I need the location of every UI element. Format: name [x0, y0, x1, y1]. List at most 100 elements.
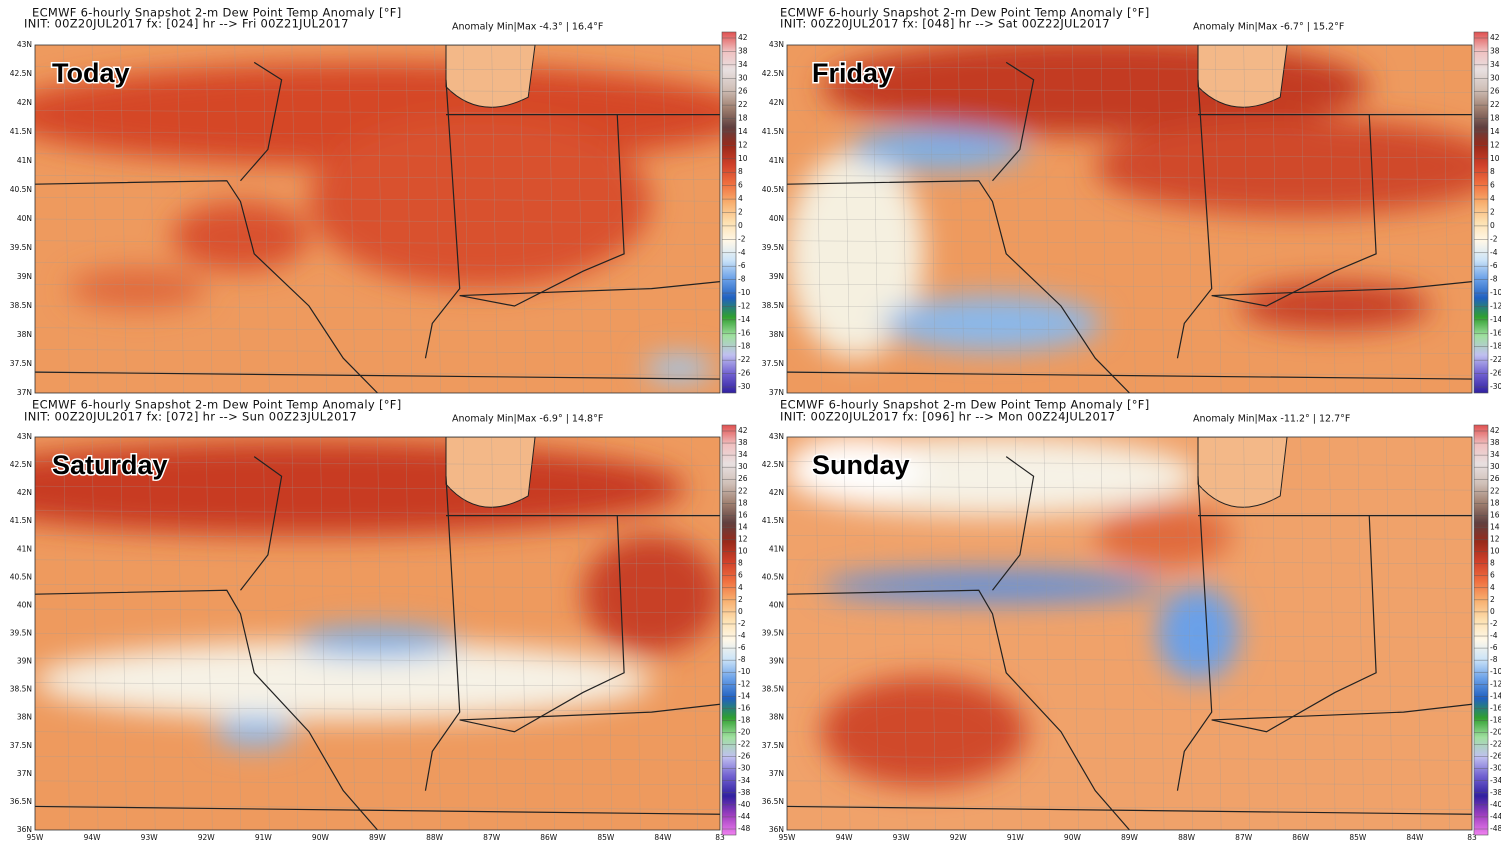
map-frame [786, 44, 1473, 394]
colorbar-label: 42 [738, 33, 748, 42]
map-panel: ECMWF 6-hourly Snapshot 2-m Dew Point Te… [762, 6, 1501, 396]
county-line [787, 349, 1472, 354]
day-label: Friday [812, 58, 893, 88]
anomaly-blob [309, 114, 652, 289]
county-line [91, 45, 99, 393]
lon-label: 91W [1007, 833, 1025, 842]
colorbar-label: -20 [1490, 728, 1501, 737]
county-line [35, 240, 720, 245]
lake-michigan [445, 437, 536, 508]
colorbar-label: -6 [1490, 261, 1498, 270]
colorbar-label: -6 [738, 643, 746, 652]
county-line [35, 110, 720, 115]
county-line [1100, 437, 1108, 830]
colorbar-label: -26 [738, 752, 750, 761]
lat-label: 38N [17, 713, 32, 722]
colorbar-label: -44 [738, 812, 750, 821]
county-line [662, 45, 670, 393]
colorbar-label: -12 [738, 679, 750, 688]
county-line [605, 45, 613, 393]
county-line [1414, 437, 1422, 830]
anomaly-field [35, 62, 720, 383]
lon-label: 93W [893, 833, 911, 842]
lat-label: 42N [769, 488, 784, 497]
county-line [929, 45, 936, 393]
colorbar-label: -6 [738, 261, 746, 270]
county-line [1386, 437, 1393, 830]
lat-label: 42.5N [762, 460, 784, 469]
county-line [872, 437, 879, 830]
map-area [787, 437, 1472, 830]
county-line [1329, 437, 1336, 830]
map-frame [786, 436, 1473, 831]
lon-label: 90W [312, 833, 330, 842]
county-line [634, 45, 641, 393]
colorbar-label: 10 [738, 154, 748, 163]
county-line [787, 584, 1472, 589]
county-line [1157, 45, 1165, 393]
anomaly-blob [69, 267, 207, 310]
colorbar-label: -12 [1490, 679, 1501, 688]
county-line [1186, 437, 1193, 830]
county-line [577, 437, 584, 830]
lat-label: 41N [769, 544, 784, 553]
county-line [1386, 45, 1393, 393]
colorbar-label: -20 [738, 728, 750, 737]
county-line [1214, 45, 1222, 393]
colorbar-label: 38 [738, 46, 748, 55]
state-border [35, 589, 378, 830]
county-line [462, 45, 470, 393]
county-line [787, 657, 1472, 663]
colorbar-label: -10 [738, 288, 750, 297]
colorbar-label: -2 [1490, 234, 1498, 243]
county-line [1272, 45, 1279, 393]
anomaly-blob [787, 437, 924, 500]
colorbar-label: 8 [1490, 559, 1495, 568]
colorbar-label: 2 [1490, 595, 1495, 604]
county-line [120, 45, 127, 393]
colorbar-label: 30 [1490, 73, 1500, 82]
day-label: Today [52, 58, 130, 88]
lat-label: 43N [17, 40, 32, 49]
county-line [900, 45, 908, 393]
colorbar-label: 18 [1490, 498, 1500, 507]
colorbar-label: -22 [738, 740, 750, 749]
lon-label: 92W [950, 833, 968, 842]
county-line [1072, 437, 1079, 830]
county-line [35, 262, 720, 267]
county-line [1129, 45, 1136, 393]
colorbar-label: -6 [1490, 643, 1498, 652]
colorbar-label: -10 [738, 667, 750, 676]
colorbar-label: -16 [1490, 328, 1501, 337]
county-line [787, 153, 1472, 158]
header-init: INIT: 00Z20JUL2017 fx: [048] hr --> Sat … [780, 17, 1110, 31]
lon-label: 89W [1121, 833, 1139, 842]
state-border [35, 180, 378, 393]
state-border [459, 703, 720, 721]
county-line [1300, 437, 1307, 830]
map-area [35, 45, 720, 393]
anomaly-blob [1239, 281, 1431, 331]
colorbar-label: 4 [1490, 583, 1495, 592]
colorbar-label: 42 [1490, 33, 1500, 42]
anomaly-range: Anomaly Min|Max -11.2° | 12.7°F [1193, 414, 1350, 425]
county-line [35, 371, 720, 376]
state-border [992, 456, 1035, 591]
county-line [177, 437, 184, 830]
anomaly-blob [1095, 118, 1472, 216]
county-line [1243, 45, 1250, 393]
colorbar-label: -18 [738, 715, 750, 724]
county-line [377, 437, 384, 830]
header-title: ECMWF 6-hourly Snapshot 2-m Dew Point Te… [32, 6, 402, 20]
county-line [1157, 437, 1165, 830]
lat-label: 39N [17, 657, 32, 666]
lat-label: 37.5N [762, 741, 784, 750]
anomaly-blob [1156, 586, 1240, 681]
anomaly-blob [821, 570, 1164, 603]
county-line [348, 437, 356, 830]
county-line [958, 437, 965, 830]
state-border [1176, 79, 1213, 359]
colorbar-label: -8 [738, 275, 746, 284]
county-line [1300, 45, 1307, 393]
state-border [459, 515, 625, 733]
